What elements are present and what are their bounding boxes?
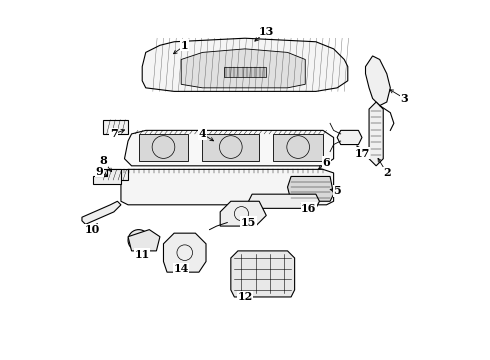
Polygon shape [231,251,294,297]
Polygon shape [93,169,121,184]
Text: 8: 8 [99,155,107,166]
Bar [273,134,323,161]
Text: 1: 1 [181,40,189,51]
Polygon shape [82,201,121,224]
Polygon shape [142,38,348,91]
Text: 5: 5 [333,185,341,196]
Text: 13: 13 [259,26,274,37]
Polygon shape [103,120,128,134]
Text: 17: 17 [354,148,369,159]
Polygon shape [248,194,319,208]
Polygon shape [181,49,305,88]
Polygon shape [164,233,206,272]
Text: 7: 7 [110,129,118,139]
Polygon shape [121,169,334,205]
Text: 2: 2 [383,167,391,179]
Text: 14: 14 [173,263,189,274]
Polygon shape [224,67,266,77]
Text: 4: 4 [198,129,206,139]
Circle shape [128,230,149,251]
Text: 3: 3 [401,93,408,104]
Polygon shape [99,169,128,180]
Polygon shape [369,102,383,166]
Polygon shape [124,130,334,166]
Text: 16: 16 [301,203,317,214]
Text: 15: 15 [241,217,256,228]
Bar [202,134,259,161]
Text: 9: 9 [96,166,103,177]
Polygon shape [288,176,334,201]
Text: 11: 11 [135,249,150,260]
Polygon shape [337,130,362,145]
Text: 6: 6 [322,157,330,168]
Polygon shape [128,230,160,251]
Bar [139,134,188,161]
Text: 10: 10 [85,224,100,235]
Text: 12: 12 [237,292,253,302]
Polygon shape [366,56,391,105]
Polygon shape [220,201,266,226]
